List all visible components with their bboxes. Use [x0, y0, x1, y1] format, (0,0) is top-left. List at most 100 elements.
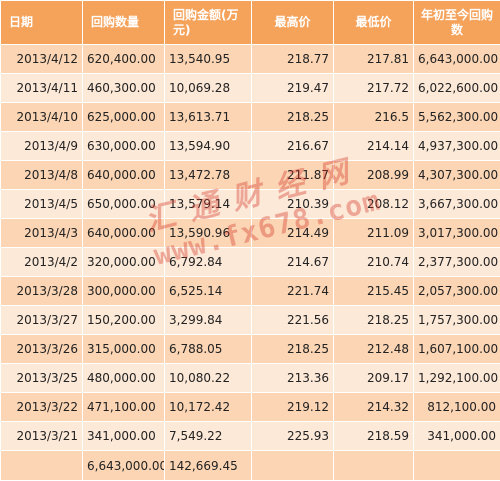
cell-quantity: 341,000.00 [83, 422, 165, 451]
cell-quantity: 630,000.00 [83, 132, 165, 161]
cell-amount: 6,792.84 [165, 248, 252, 277]
cell-high: 214.67 [252, 248, 334, 277]
cell-amount: 13,590.96 [165, 219, 252, 248]
cell-quantity: 640,000.00 [83, 219, 165, 248]
cell-ytd: 3,017,300.00 [414, 219, 500, 248]
total-date [1, 451, 83, 481]
cell-low: 209.17 [334, 364, 414, 393]
cell-amount: 10,080.22 [165, 364, 252, 393]
cell-low: 214.14 [334, 132, 414, 161]
cell-ytd: 812,100.00 [414, 393, 500, 422]
cell-quantity: 650,000.00 [83, 190, 165, 219]
cell-low: 214.32 [334, 393, 414, 422]
cell-date: 2013/3/27 [1, 306, 83, 335]
header-date: 日期 [1, 1, 83, 45]
cell-date: 2013/3/28 [1, 277, 83, 306]
cell-quantity: 320,000.00 [83, 248, 165, 277]
cell-low: 208.12 [334, 190, 414, 219]
header-high: 最高价 [252, 1, 334, 45]
cell-quantity: 625,000.00 [83, 103, 165, 132]
total-low [334, 451, 414, 481]
cell-high: 218.77 [252, 45, 334, 74]
cell-ytd: 1,292,100.00 [414, 364, 500, 393]
total-amount: 142,669.45 [165, 451, 252, 481]
cell-amount: 13,472.78 [165, 161, 252, 190]
cell-high: 218.25 [252, 103, 334, 132]
cell-low: 211.09 [334, 219, 414, 248]
cell-low: 218.25 [334, 306, 414, 335]
header-quantity: 回购数量 [83, 1, 165, 45]
cell-date: 2013/4/11 [1, 74, 83, 103]
cell-quantity: 620,400.00 [83, 45, 165, 74]
cell-amount: 6,788.05 [165, 335, 252, 364]
cell-ytd: 4,937,300.00 [414, 132, 500, 161]
cell-date: 2013/4/9 [1, 132, 83, 161]
cell-amount: 13,579.14 [165, 190, 252, 219]
cell-date: 2013/4/8 [1, 161, 83, 190]
cell-ytd: 6,643,000.00 [414, 45, 500, 74]
cell-ytd: 3,667,300.00 [414, 190, 500, 219]
cell-amount: 10,172.42 [165, 393, 252, 422]
cell-amount: 7,549.22 [165, 422, 252, 451]
cell-date: 2013/4/5 [1, 190, 83, 219]
cell-high: 219.12 [252, 393, 334, 422]
cell-ytd: 4,307,300.00 [414, 161, 500, 190]
total-high [252, 451, 334, 481]
cell-low: 217.72 [334, 74, 414, 103]
cell-date: 2013/4/10 [1, 103, 83, 132]
cell-date: 2013/4/2 [1, 248, 83, 277]
cell-date: 2013/3/25 [1, 364, 83, 393]
cell-ytd: 6,022,600.00 [414, 74, 500, 103]
cell-ytd: 2,377,300.00 [414, 248, 500, 277]
cell-amount: 6,525.14 [165, 277, 252, 306]
cell-low: 210.74 [334, 248, 414, 277]
total-quantity: 6,643,000.00 [83, 451, 165, 481]
cell-date: 2013/4/12 [1, 45, 83, 74]
cell-high: 210.39 [252, 190, 334, 219]
cell-ytd: 341,000.00 [414, 422, 500, 451]
table-header: 日期 回购数量 回购金额(万元) 最高价 最低价 年初至今回购数 [1, 1, 500, 45]
header-row: 日期 回购数量 回购金额(万元) 最高价 最低价 年初至今回购数 [1, 1, 500, 45]
cell-amount: 13,540.95 [165, 45, 252, 74]
header-amount: 回购金额(万元) [165, 1, 252, 45]
cell-low: 212.48 [334, 335, 414, 364]
cell-date: 2013/3/22 [1, 393, 83, 422]
cell-ytd: 1,607,100.00 [414, 335, 500, 364]
cell-low: 208.99 [334, 161, 414, 190]
cell-low: 218.59 [334, 422, 414, 451]
cell-high: 211.87 [252, 161, 334, 190]
cell-ytd: 2,057,300.00 [414, 277, 500, 306]
totals-row: 6,643,000.00 142,669.45 [1, 451, 500, 481]
cell-high: 216.67 [252, 132, 334, 161]
cell-high: 214.49 [252, 219, 334, 248]
cell-amount: 3,299.84 [165, 306, 252, 335]
cell-amount: 10,069.28 [165, 74, 252, 103]
cell-low: 216.5 [334, 103, 414, 132]
cell-date: 2013/3/26 [1, 335, 83, 364]
cell-ytd: 1,757,300.00 [414, 306, 500, 335]
cell-amount: 13,613.71 [165, 103, 252, 132]
cell-high: 219.47 [252, 74, 334, 103]
cell-quantity: 640,000.00 [83, 161, 165, 190]
cell-low: 217.81 [334, 45, 414, 74]
cell-high: 225.93 [252, 422, 334, 451]
header-ytd: 年初至今回购数 [414, 1, 500, 45]
cell-high: 221.56 [252, 306, 334, 335]
cell-amount: 13,594.90 [165, 132, 252, 161]
cell-quantity: 150,200.00 [83, 306, 165, 335]
cell-quantity: 460,300.00 [83, 74, 165, 103]
table-footer: 6,643,000.00 142,669.45 [1, 451, 500, 481]
